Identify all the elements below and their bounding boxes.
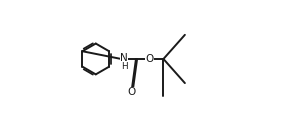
Text: N: N: [120, 53, 128, 63]
Text: H: H: [121, 62, 128, 71]
Text: O: O: [145, 54, 153, 64]
Text: O: O: [128, 88, 136, 97]
